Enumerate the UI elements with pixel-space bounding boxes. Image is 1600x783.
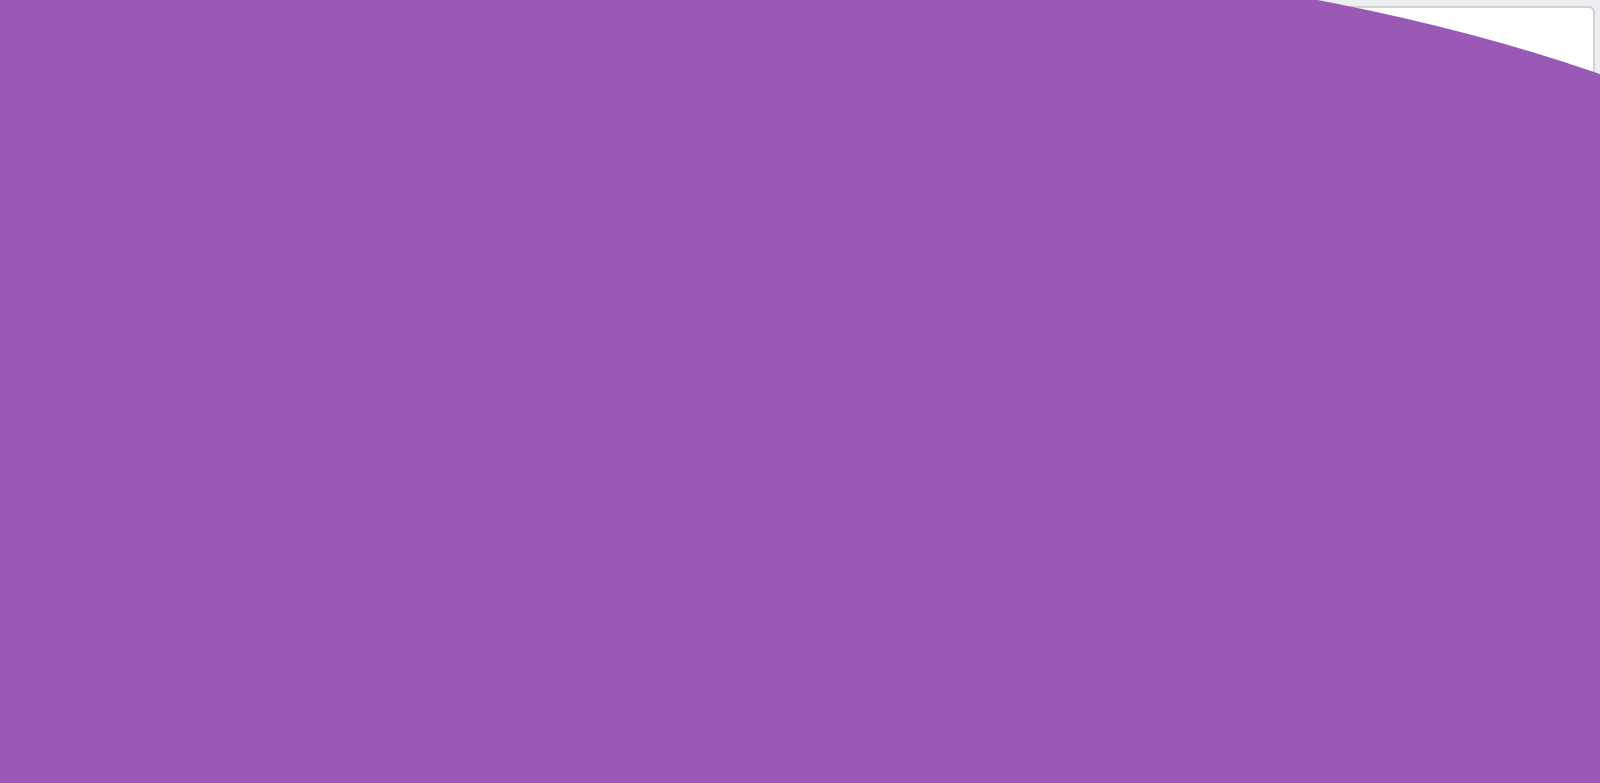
FancyBboxPatch shape (1450, 128, 1590, 168)
FancyBboxPatch shape (14, 167, 1586, 765)
Bar (966, 450, 1157, 521)
Bar (491, 673, 507, 693)
Text: ♀ Female: ♀ Female (906, 179, 965, 193)
Text: Behavior: Behavior (248, 34, 314, 49)
Text: Export to PNG: Export to PNG (1474, 142, 1555, 154)
Text: smartsheet.com: smartsheet.com (550, 721, 651, 734)
Bar (350, 546, 366, 693)
Bar (966, 229, 1067, 299)
Bar (256, 499, 272, 693)
FancyBboxPatch shape (811, 67, 910, 115)
Text: 76.3%: 76.3% (1400, 258, 1438, 270)
Bar (1157, 450, 1387, 521)
Text: 23.7%: 23.7% (917, 258, 954, 270)
Bar (318, 565, 334, 693)
Text: ×: × (629, 84, 642, 99)
Text: i: i (94, 142, 99, 154)
Bar (302, 546, 318, 693)
Text: trello.com: trello.com (110, 721, 173, 734)
Bar (131, 491, 147, 693)
Bar (1192, 340, 1387, 410)
FancyBboxPatch shape (330, 67, 491, 115)
Text: smartsheet.com: smartsheet.com (522, 85, 622, 98)
Text: trello.com: trello.com (45, 85, 107, 98)
FancyBboxPatch shape (170, 67, 333, 115)
Bar (966, 340, 1192, 410)
Text: asana.com: asana.com (779, 368, 846, 381)
Text: Socioeconomics: Socioeconomics (130, 34, 248, 49)
FancyBboxPatch shape (488, 67, 650, 115)
Text: clickup.com: clickup.com (362, 85, 437, 98)
Text: Age: Age (19, 183, 56, 201)
Bar (147, 553, 163, 693)
Text: ×: × (152, 84, 165, 99)
Text: Competitor: Competitor (678, 85, 749, 98)
Text: asana.com: asana.com (254, 721, 323, 734)
Text: ⬆: ⬆ (1459, 142, 1470, 154)
Text: s...tsheet.com: s...tsheet.com (779, 590, 867, 604)
Bar (445, 546, 461, 693)
Text: Audience: Audience (19, 137, 114, 155)
Text: 45.32%: 45.32% (909, 479, 954, 493)
Bar (586, 689, 602, 693)
Text: 54.68%: 54.68% (1400, 479, 1445, 493)
Bar (208, 390, 224, 693)
Bar (397, 627, 413, 693)
Bar (618, 650, 634, 693)
Text: clickup.com: clickup.com (405, 721, 480, 734)
Bar (240, 483, 256, 693)
Bar (1067, 229, 1387, 299)
Text: Sex: Sex (712, 183, 746, 201)
Text: 52.67%: 52.67% (1400, 590, 1445, 604)
Bar (429, 553, 445, 693)
Text: Clear: Clear (930, 84, 966, 98)
Text: ×: × (470, 84, 482, 99)
FancyBboxPatch shape (11, 67, 173, 115)
Bar (115, 471, 131, 693)
Text: Audience Overlap: Audience Overlap (336, 34, 467, 49)
Text: 47.33%: 47.33% (909, 590, 954, 604)
Bar (634, 658, 650, 693)
Text: 53.46%: 53.46% (909, 368, 954, 381)
Bar (413, 561, 429, 693)
Text: asana.com: asana.com (203, 85, 272, 98)
FancyBboxPatch shape (3, 7, 1594, 779)
Text: trello.com: trello.com (779, 258, 842, 270)
Bar (966, 561, 1166, 633)
Bar (523, 588, 539, 693)
Text: clickup.com: clickup.com (779, 479, 853, 493)
Text: ×: × (310, 84, 323, 99)
Bar (1166, 561, 1387, 633)
Bar (224, 491, 240, 693)
Bar (507, 608, 523, 693)
Bar (334, 557, 350, 693)
FancyBboxPatch shape (646, 67, 808, 115)
Text: Demographics: Demographics (22, 34, 141, 49)
Bar (163, 549, 179, 693)
Text: ♂ Male: ♂ Male (995, 179, 1042, 193)
Text: 46.54%: 46.54% (1400, 368, 1445, 381)
Text: Compare: Compare (826, 84, 896, 98)
Bar (602, 658, 618, 693)
Bar (539, 592, 555, 693)
